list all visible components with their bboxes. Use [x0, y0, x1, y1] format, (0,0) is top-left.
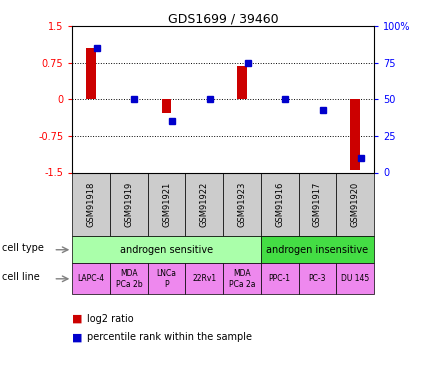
Bar — [298, 263, 336, 294]
Text: GSM91919: GSM91919 — [125, 182, 133, 227]
Bar — [72, 236, 261, 263]
Text: GSM91920: GSM91920 — [351, 182, 360, 227]
Bar — [261, 172, 298, 236]
Bar — [336, 172, 374, 236]
Text: 22Rv1: 22Rv1 — [192, 274, 216, 284]
Text: PC-3: PC-3 — [309, 274, 326, 284]
Text: GSM91917: GSM91917 — [313, 182, 322, 227]
Bar — [162, 99, 171, 113]
Bar — [86, 48, 96, 99]
Text: DU 145: DU 145 — [341, 274, 369, 284]
Bar — [223, 172, 261, 236]
Bar — [110, 172, 148, 236]
Bar — [72, 172, 110, 236]
Bar — [72, 263, 110, 294]
Text: androgen sensitive: androgen sensitive — [120, 245, 213, 255]
Text: androgen insensitive: androgen insensitive — [266, 245, 368, 255]
Bar — [148, 172, 185, 236]
Bar — [261, 263, 298, 294]
Text: LNCa
P: LNCa P — [156, 269, 176, 288]
Bar — [148, 263, 185, 294]
Text: GSM91916: GSM91916 — [275, 182, 284, 227]
Text: MDA
PCa 2a: MDA PCa 2a — [229, 269, 255, 288]
Bar — [351, 99, 360, 170]
Bar — [298, 172, 336, 236]
Bar — [110, 263, 148, 294]
Bar — [237, 66, 246, 99]
Text: log2 ratio: log2 ratio — [87, 314, 134, 324]
Bar — [261, 236, 374, 263]
Text: GSM91922: GSM91922 — [200, 182, 209, 227]
Bar — [185, 172, 223, 236]
Text: MDA
PCa 2b: MDA PCa 2b — [116, 269, 142, 288]
Bar — [223, 263, 261, 294]
Text: GSM91921: GSM91921 — [162, 182, 171, 227]
Text: percentile rank within the sample: percentile rank within the sample — [87, 333, 252, 342]
Text: cell type: cell type — [2, 243, 44, 253]
Bar — [185, 263, 223, 294]
Text: ■: ■ — [72, 314, 83, 324]
Text: LAPC-4: LAPC-4 — [77, 274, 105, 284]
Title: GDS1699 / 39460: GDS1699 / 39460 — [168, 12, 278, 25]
Text: GSM91923: GSM91923 — [238, 182, 246, 227]
Text: GSM91918: GSM91918 — [87, 182, 96, 227]
Text: PPC-1: PPC-1 — [269, 274, 291, 284]
Text: ■: ■ — [72, 333, 83, 342]
Text: cell line: cell line — [2, 272, 40, 282]
Bar — [336, 263, 374, 294]
